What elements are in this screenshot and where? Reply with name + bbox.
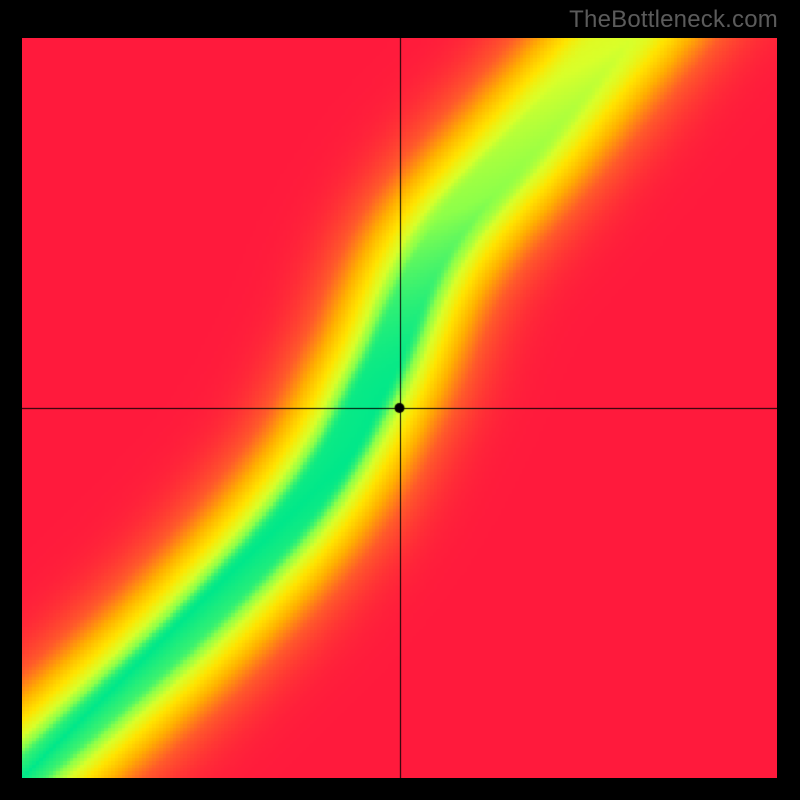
chart-container: TheBottleneck.com bbox=[0, 0, 800, 800]
heatmap-plot bbox=[22, 38, 777, 778]
watermark-text: TheBottleneck.com bbox=[569, 6, 778, 34]
